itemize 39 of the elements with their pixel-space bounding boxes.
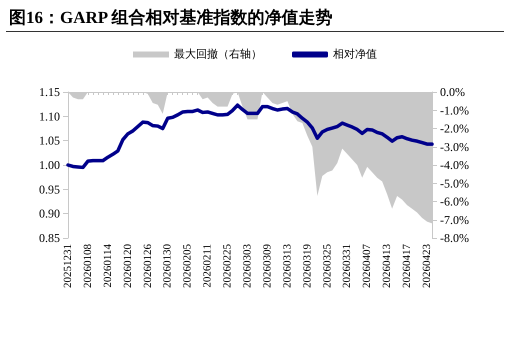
y2-tick-label: -1.0%	[440, 103, 469, 118]
x-tick-label: 20260211	[202, 244, 214, 288]
x-tick-label: 20260413	[381, 244, 394, 288]
x-tick-label: 20260423	[421, 244, 434, 288]
y-tick-label: 0.95	[39, 182, 60, 196]
legend-label: 最大回撤（右轴）	[174, 48, 262, 60]
y2-tick-label: -3.0%	[440, 140, 469, 154]
legend-label: 相对净值	[333, 48, 377, 60]
y2-tick-label: -8.0%	[440, 231, 469, 245]
y2-tick-label: -6.0%	[440, 194, 469, 208]
x-tick-label: 20260114	[102, 244, 114, 288]
chart-title: 图16：GARP 组合相对基准指数的净值走势	[9, 8, 332, 27]
y2-tick-label: -7.0%	[440, 212, 469, 227]
y-tick-label: 1.05	[39, 134, 60, 148]
y2-tick-label: 0.0%	[440, 85, 465, 99]
x-tick-label: 20260319	[301, 244, 314, 288]
x-tick-label: 20260130	[162, 244, 174, 288]
x-tick-label: 20260120	[122, 244, 134, 288]
x-tick-label: 20260108	[82, 244, 94, 288]
x-tick-label: 20260205	[182, 244, 194, 288]
y2-tick-label: -5.0%	[440, 176, 469, 190]
x-tick-label: 20260126	[142, 244, 154, 288]
x-tick-label: 20260225	[222, 244, 234, 288]
y2-tick-label: -2.0%	[440, 122, 469, 136]
x-tick-label: 20260417	[401, 244, 414, 288]
x-tick-label: 20251231	[62, 244, 74, 288]
x-tick-label: 20260303	[242, 244, 254, 288]
y-tick-label: 1.15	[39, 85, 60, 99]
x-tick-label: 20260313	[281, 244, 294, 288]
y-tick-label: 0.90	[39, 206, 60, 221]
x-tick-label: 20260331	[341, 244, 354, 288]
line-series	[66, 103, 434, 170]
x-tick-label: 20260309	[261, 244, 274, 288]
y-tick-label: 1.10	[39, 109, 60, 124]
y-tick-label: 1.00	[39, 158, 60, 172]
y2-tick-label: -4.0%	[440, 158, 469, 172]
x-tick-label: 20260325	[321, 244, 334, 288]
y-tick-label: 0.85	[39, 231, 60, 245]
x-tick-label: 20260407	[361, 244, 374, 288]
